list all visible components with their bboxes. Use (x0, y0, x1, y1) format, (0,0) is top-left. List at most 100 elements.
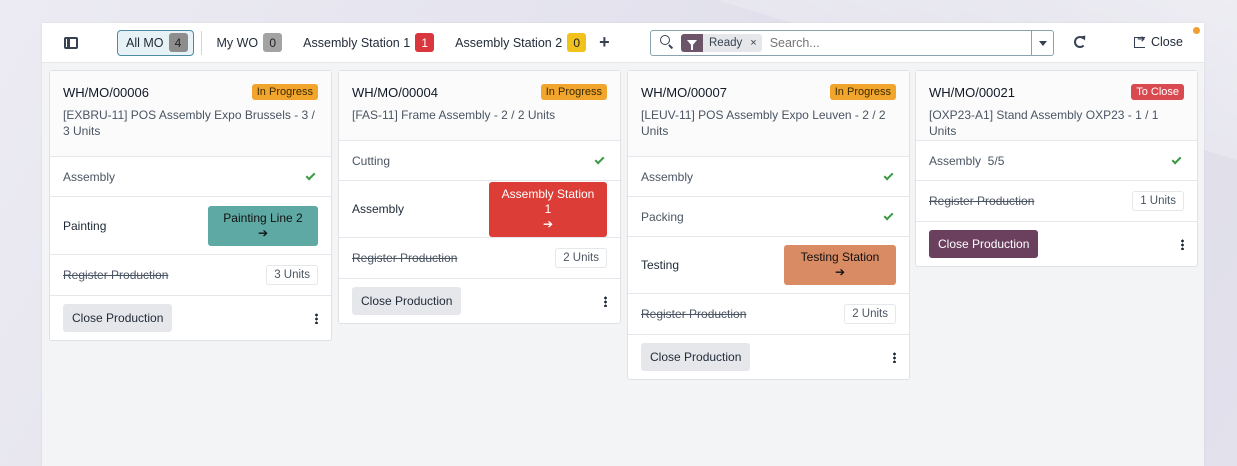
register-production-label: Register Production (641, 307, 747, 321)
exit-icon (1134, 34, 1145, 48)
control-panel: All MO 4 My WO 0 Assembly Station 1 1 As… (42, 23, 1204, 63)
workorder-row[interactable]: Assembly (50, 157, 331, 197)
product-description: [EXBRU-11] POS Assembly Expo Brussels - … (63, 108, 315, 138)
filter-funnel-icon (681, 34, 703, 52)
kebab-menu-icon[interactable] (315, 312, 318, 324)
mo-card: WH/MO/00021 To Close [OXP23-A1] Stand As… (915, 70, 1198, 267)
filter-label: Assembly Station 1 (303, 35, 411, 50)
card-footer: Close Production (628, 335, 909, 379)
checkmark-icon (1171, 154, 1182, 164)
product-description: [FAS-11] Frame Assembly - 2 / 2 Units (352, 108, 556, 122)
notification-dot (1193, 27, 1200, 34)
card-header[interactable]: WH/MO/00021 To Close [OXP23-A1] Stand As… (916, 71, 1197, 141)
product-description: [OXP23-A1] Stand Assembly OXP23 - 1 / 1 … (929, 108, 1159, 138)
filter-label: My WO (216, 35, 259, 50)
checkmark-icon (594, 154, 605, 164)
workorder-label: Assembly (63, 169, 116, 184)
units-value: 2 Units (555, 248, 607, 268)
kebab-menu-icon[interactable] (604, 295, 607, 307)
workorder-row[interactable]: Packing (628, 197, 909, 237)
search-input[interactable] (769, 36, 1020, 50)
workorder-label: Assembly (641, 169, 694, 184)
register-production-row[interactable]: Register Production 1 Units (916, 181, 1197, 222)
checkmark-icon (883, 170, 894, 180)
workorder-row[interactable]: Cutting (339, 141, 620, 181)
workcenter-label: Testing Station (800, 250, 880, 264)
register-production-row[interactable]: Register Production 3 Units (50, 255, 331, 296)
mo-reference: WH/MO/00021 (929, 84, 1015, 100)
mo-card: WH/MO/00007 In Progress [LEUV-11] POS As… (627, 70, 910, 380)
workcenter-label: Painting Line 2 (223, 210, 303, 225)
workorder-label: Packing (641, 209, 684, 224)
filter-assembly-station-2[interactable]: Assembly Station 2 0 (447, 30, 591, 56)
workorder-label: Painting (63, 218, 107, 233)
close-button[interactable]: Close (1134, 34, 1183, 49)
card-footer: Close Production (339, 279, 620, 323)
units-value: 1 Units (1132, 191, 1184, 211)
count-badge: 1 (415, 33, 435, 52)
kebab-menu-icon[interactable] (1181, 238, 1184, 250)
card-footer: Close Production (916, 222, 1197, 266)
status-badge: In Progress (829, 84, 896, 100)
arrow-right-icon: ➔ (257, 225, 269, 240)
filter-assembly-station-1[interactable]: Assembly Station 1 1 (295, 30, 439, 56)
register-production-row[interactable]: Register Production 2 Units (628, 294, 909, 335)
checkmark-icon (305, 170, 316, 180)
add-workcenter-button[interactable]: + (599, 32, 610, 52)
register-production-label: Register Production (352, 251, 458, 265)
card-footer: Close Production (50, 296, 331, 340)
card-header[interactable]: WH/MO/00004 In Progress [FAS-11] Frame A… (339, 71, 620, 141)
checkmark-icon (883, 210, 894, 220)
workorder-label: Cutting (352, 153, 391, 168)
status-badge: In Progress (251, 84, 318, 100)
mo-reference: WH/MO/00006 (63, 84, 149, 100)
status-badge: In Progress (540, 84, 607, 100)
workorder-row[interactable]: Assembly (628, 157, 909, 197)
workorder-row[interactable]: Painting Painting Line 2 ➔ (50, 197, 331, 255)
card-header[interactable]: WH/MO/00007 In Progress [LEUV-11] POS As… (628, 71, 909, 157)
close-production-button[interactable]: Close Production (641, 343, 751, 371)
remove-facet-button[interactable]: × (750, 37, 757, 49)
sidebar-toggle-icon[interactable] (64, 36, 78, 49)
workorder-label: Assembly (352, 202, 405, 216)
units-value: 3 Units (266, 265, 318, 285)
workorder-label: Assembly 5/5 (929, 153, 1005, 168)
card-header[interactable]: WH/MO/00006 In Progress [EXBRU-11] POS A… (50, 71, 331, 157)
mo-reference: WH/MO/00007 (641, 84, 727, 100)
status-badge: To Close (1131, 84, 1184, 100)
filter-label: All MO (126, 35, 164, 50)
search-facet: Ready × (681, 34, 762, 52)
kebab-menu-icon[interactable] (893, 351, 896, 363)
count-badge: 0 (263, 33, 283, 52)
count-badge: 4 (168, 33, 188, 52)
register-production-label: Register Production (63, 268, 169, 282)
units-value: 2 Units (844, 304, 896, 324)
workcenter-label: Assembly Station 1 (501, 186, 595, 216)
search-bar: Ready × (650, 30, 1054, 56)
filter-all-mo[interactable]: All MO 4 (117, 29, 194, 56)
register-production-row[interactable]: Register Production 2 Units (339, 238, 620, 279)
caret-down-icon (1038, 40, 1047, 46)
workorder-row[interactable]: Testing Testing Station ➔ (628, 237, 909, 294)
facet-label: Ready (709, 37, 743, 49)
search-icon (659, 34, 677, 52)
close-production-button[interactable]: Close Production (352, 287, 462, 315)
workcenter-button[interactable]: Painting Line 2 ➔ (208, 205, 318, 246)
search-options-dropdown[interactable] (1031, 31, 1053, 55)
filter-my-wo[interactable]: My WO 0 (209, 30, 288, 56)
close-production-button[interactable]: Close Production (929, 230, 1039, 258)
mo-reference: WH/MO/00004 (352, 84, 438, 100)
arrow-right-icon: ➔ (542, 216, 554, 231)
workcenter-button[interactable]: Testing Station ➔ (784, 245, 896, 285)
divider (200, 30, 202, 55)
close-production-button[interactable]: Close Production (63, 304, 173, 332)
workcenter-button[interactable]: Assembly Station 1 ➔ (489, 181, 607, 237)
workorder-row[interactable]: Assembly 5/5 (916, 141, 1197, 181)
workorder-label: Testing (641, 258, 680, 272)
mo-card: WH/MO/00004 In Progress [FAS-11] Frame A… (338, 70, 621, 324)
close-label: Close (1151, 35, 1183, 49)
workorder-row[interactable]: Assembly Assembly Station 1 ➔ (339, 181, 620, 238)
register-production-label: Register Production (929, 194, 1035, 208)
refresh-icon[interactable] (1074, 36, 1086, 48)
mo-card: WH/MO/00006 In Progress [EXBRU-11] POS A… (49, 70, 332, 341)
